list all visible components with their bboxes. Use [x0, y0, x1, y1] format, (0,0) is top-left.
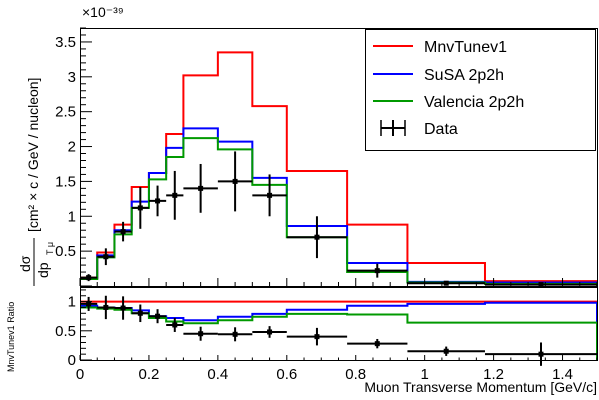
main-data-point: [252, 174, 287, 217]
main-data-point: [148, 185, 167, 217]
x-tick-label: 1: [420, 366, 428, 383]
main-hists: [80, 51, 598, 286]
main-y-tick-label: 3: [68, 69, 76, 86]
x-tick-label: 0.8: [345, 366, 366, 383]
main-y-axis-label: dσ dp T μ [cm² × c / GeV / nucleon]: [17, 78, 55, 286]
legend-box: [365, 29, 596, 151]
main-y-tick-label: 1.5: [55, 173, 76, 190]
main-y-ticks: 0.5 1 1.5 2 2.5 3 3.5: [55, 27, 92, 287]
ratio-data-point: [80, 296, 98, 311]
main-data-point: [407, 280, 485, 286]
main-x-ticks: [79, 278, 598, 286]
main-y-tick-label: 2: [68, 139, 76, 156]
ratio-plot-area: [80, 287, 598, 361]
main-panel: 0.5 1 1.5 2 2.5 3 3.5 ×10⁻³⁹ dσ dp T μ [cm² × …: [17, 4, 598, 288]
x-tick-label: 0.6: [276, 366, 297, 383]
main-data-point: [131, 186, 149, 229]
ratio-frame: [80, 287, 598, 361]
x-tick-label: 0.2: [139, 366, 160, 383]
main-data-point: [484, 282, 597, 288]
ratio-data-point: [148, 309, 167, 324]
ratio-data-point: [97, 295, 115, 320]
main-frame: [80, 28, 598, 287]
main-y-tick-label: 1: [68, 208, 76, 225]
ratio-y-axis-label: MnvTunev1 Ratio: [6, 302, 16, 372]
ratio-y-tick-label: 0.5: [55, 323, 76, 340]
main-data-point: [183, 163, 218, 213]
main-data-points: [80, 151, 597, 288]
main-y-tick-label: 2.5: [55, 104, 76, 121]
legend: MnvTunev1 SuSA 2p2h Valencia 2p2h Data: [365, 29, 596, 151]
ratio-data-point: [183, 326, 218, 341]
ratio-data-point: [252, 326, 287, 338]
legend-label-mnvtune: MnvTunev1: [424, 39, 507, 56]
y-frac-numerator: dσ: [17, 255, 33, 272]
legend-label-valencia: Valencia 2p2h: [424, 94, 524, 111]
legend-label-data: Data: [424, 121, 458, 138]
ratio-data-point: [217, 327, 253, 342]
main-y-tick-label: 0.5: [55, 243, 76, 260]
x-tick-label: 0.4: [207, 366, 228, 383]
main-data-point: [286, 216, 348, 259]
ratio-data-point: [166, 317, 184, 332]
main-data-point: [347, 263, 408, 278]
ratio-data-point: [347, 338, 408, 349]
main-y-tick-label: 3.5: [55, 34, 76, 51]
y-frac-subscript: T μ: [45, 242, 55, 255]
main-scale-label: ×10⁻³⁹: [82, 4, 124, 20]
x-tick-label: 0: [76, 366, 84, 383]
main-data-point: [97, 248, 115, 266]
legend-label-susa: SuSA 2p2h: [424, 67, 504, 84]
main-data-point: [80, 274, 98, 282]
ratio-data-point: [114, 296, 132, 320]
main-data-point: [217, 151, 253, 212]
ratio-data-point: [407, 346, 485, 356]
x-axis-label: Muon Transverse Momentum [GeV/c]: [364, 379, 597, 395]
ratio-data-point: [131, 304, 149, 323]
x-tick-label: 1.4: [552, 366, 573, 383]
y-frac-denominator: dp: [35, 262, 51, 278]
ratio-data-point: [484, 342, 597, 366]
main-data-point: [114, 221, 132, 242]
ratio-y-tick-label: 1: [68, 294, 76, 311]
main-data-point: [166, 170, 184, 220]
y-units-label: [cm² × c / GeV / nucleon]: [25, 78, 41, 232]
legend-swatch-data: [380, 120, 406, 136]
ratio-data-point: [286, 327, 348, 346]
x-tick-label: 1.2: [483, 366, 504, 383]
ratio-data-points: [80, 295, 597, 366]
ratio-y-tick-label: 0: [68, 352, 76, 369]
ratio-x-ticks: 0 0.2 0.4 0.6 0.8 1 1.2 1.4: [76, 355, 598, 383]
ratio-panel: 0 0.5 1 0 0.2 0.4 0.6 0.8 1 1.2 1.4 MnvTunev1 Rat…: [6, 287, 598, 395]
main-hist-valencia-2p2h: [80, 137, 598, 286]
